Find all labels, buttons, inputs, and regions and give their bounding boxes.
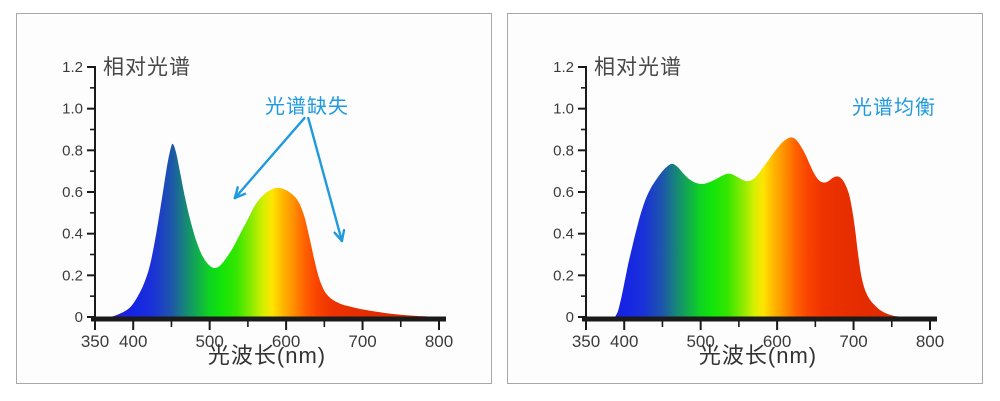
spectrum-area <box>108 143 440 317</box>
x-axis-label: 光波长(nm) <box>698 343 818 368</box>
y-tick-label: 0.2 <box>62 267 83 284</box>
x-tick-label: 800 <box>425 332 453 351</box>
y-tick-label: 0 <box>75 309 83 326</box>
right-spectrum-panel: 0 0.2 0.4 0.6 0.8 1.0 1.2 350 400 500 600 700 800 相对… <box>507 13 983 384</box>
x-tick-label: 400 <box>119 332 147 351</box>
left-spectrum-panel: 0 0.2 0.4 0.6 0.8 1.0 1.2 350 400 500 600 700 800 相对… <box>16 13 492 384</box>
chart-title: 相对光谱 <box>103 56 191 79</box>
x-tick-label: 600 <box>272 332 300 351</box>
y-tick-label: 0 <box>566 309 574 326</box>
right-spectrum-chart: 0 0.2 0.4 0.6 0.8 1.0 1.2 350 400 500 600 700 800 <box>553 59 944 351</box>
left-spectrum-chart: 0 0.2 0.4 0.6 0.8 1.0 1.2 350 400 500 600 700 800 <box>62 59 453 351</box>
x-tick-label: 700 <box>348 332 376 351</box>
annotation-arrow <box>307 116 346 243</box>
y-tick-label: 1.2 <box>62 59 83 76</box>
y-tick-label: 0.4 <box>62 226 83 243</box>
x-tick-label: 350 <box>572 332 600 351</box>
x-tick-label: 400 <box>610 332 638 351</box>
x-tick-label: 700 <box>839 332 867 351</box>
y-tick-label: 1.0 <box>553 101 574 118</box>
annotation-arrow <box>233 116 306 200</box>
x-tick-label: 350 <box>81 332 109 351</box>
y-tick-label: 0.8 <box>553 142 574 159</box>
x-axis-label: 光波长(nm) <box>207 343 327 368</box>
y-tick-label: 0.6 <box>62 184 83 201</box>
x-tick-label: 800 <box>916 332 944 351</box>
y-tick-label: 0.6 <box>553 184 574 201</box>
x-tick-label: 500 <box>686 332 714 351</box>
spectrum-area <box>615 137 900 317</box>
y-tick-label: 1.0 <box>62 101 83 118</box>
y-tick-label: 0.4 <box>553 226 574 243</box>
y-tick-label: 1.2 <box>553 59 574 76</box>
y-tick-label: 0.8 <box>62 142 83 159</box>
x-tick-label: 500 <box>195 332 223 351</box>
y-tick-label: 0.2 <box>553 267 574 284</box>
spectrum-balanced-annotation: 光谱均衡 <box>852 97 936 119</box>
chart-title: 相对光谱 <box>594 56 682 79</box>
x-tick-label: 600 <box>763 332 791 351</box>
spectrum-gap-annotation: 光谱缺失 <box>265 96 349 118</box>
